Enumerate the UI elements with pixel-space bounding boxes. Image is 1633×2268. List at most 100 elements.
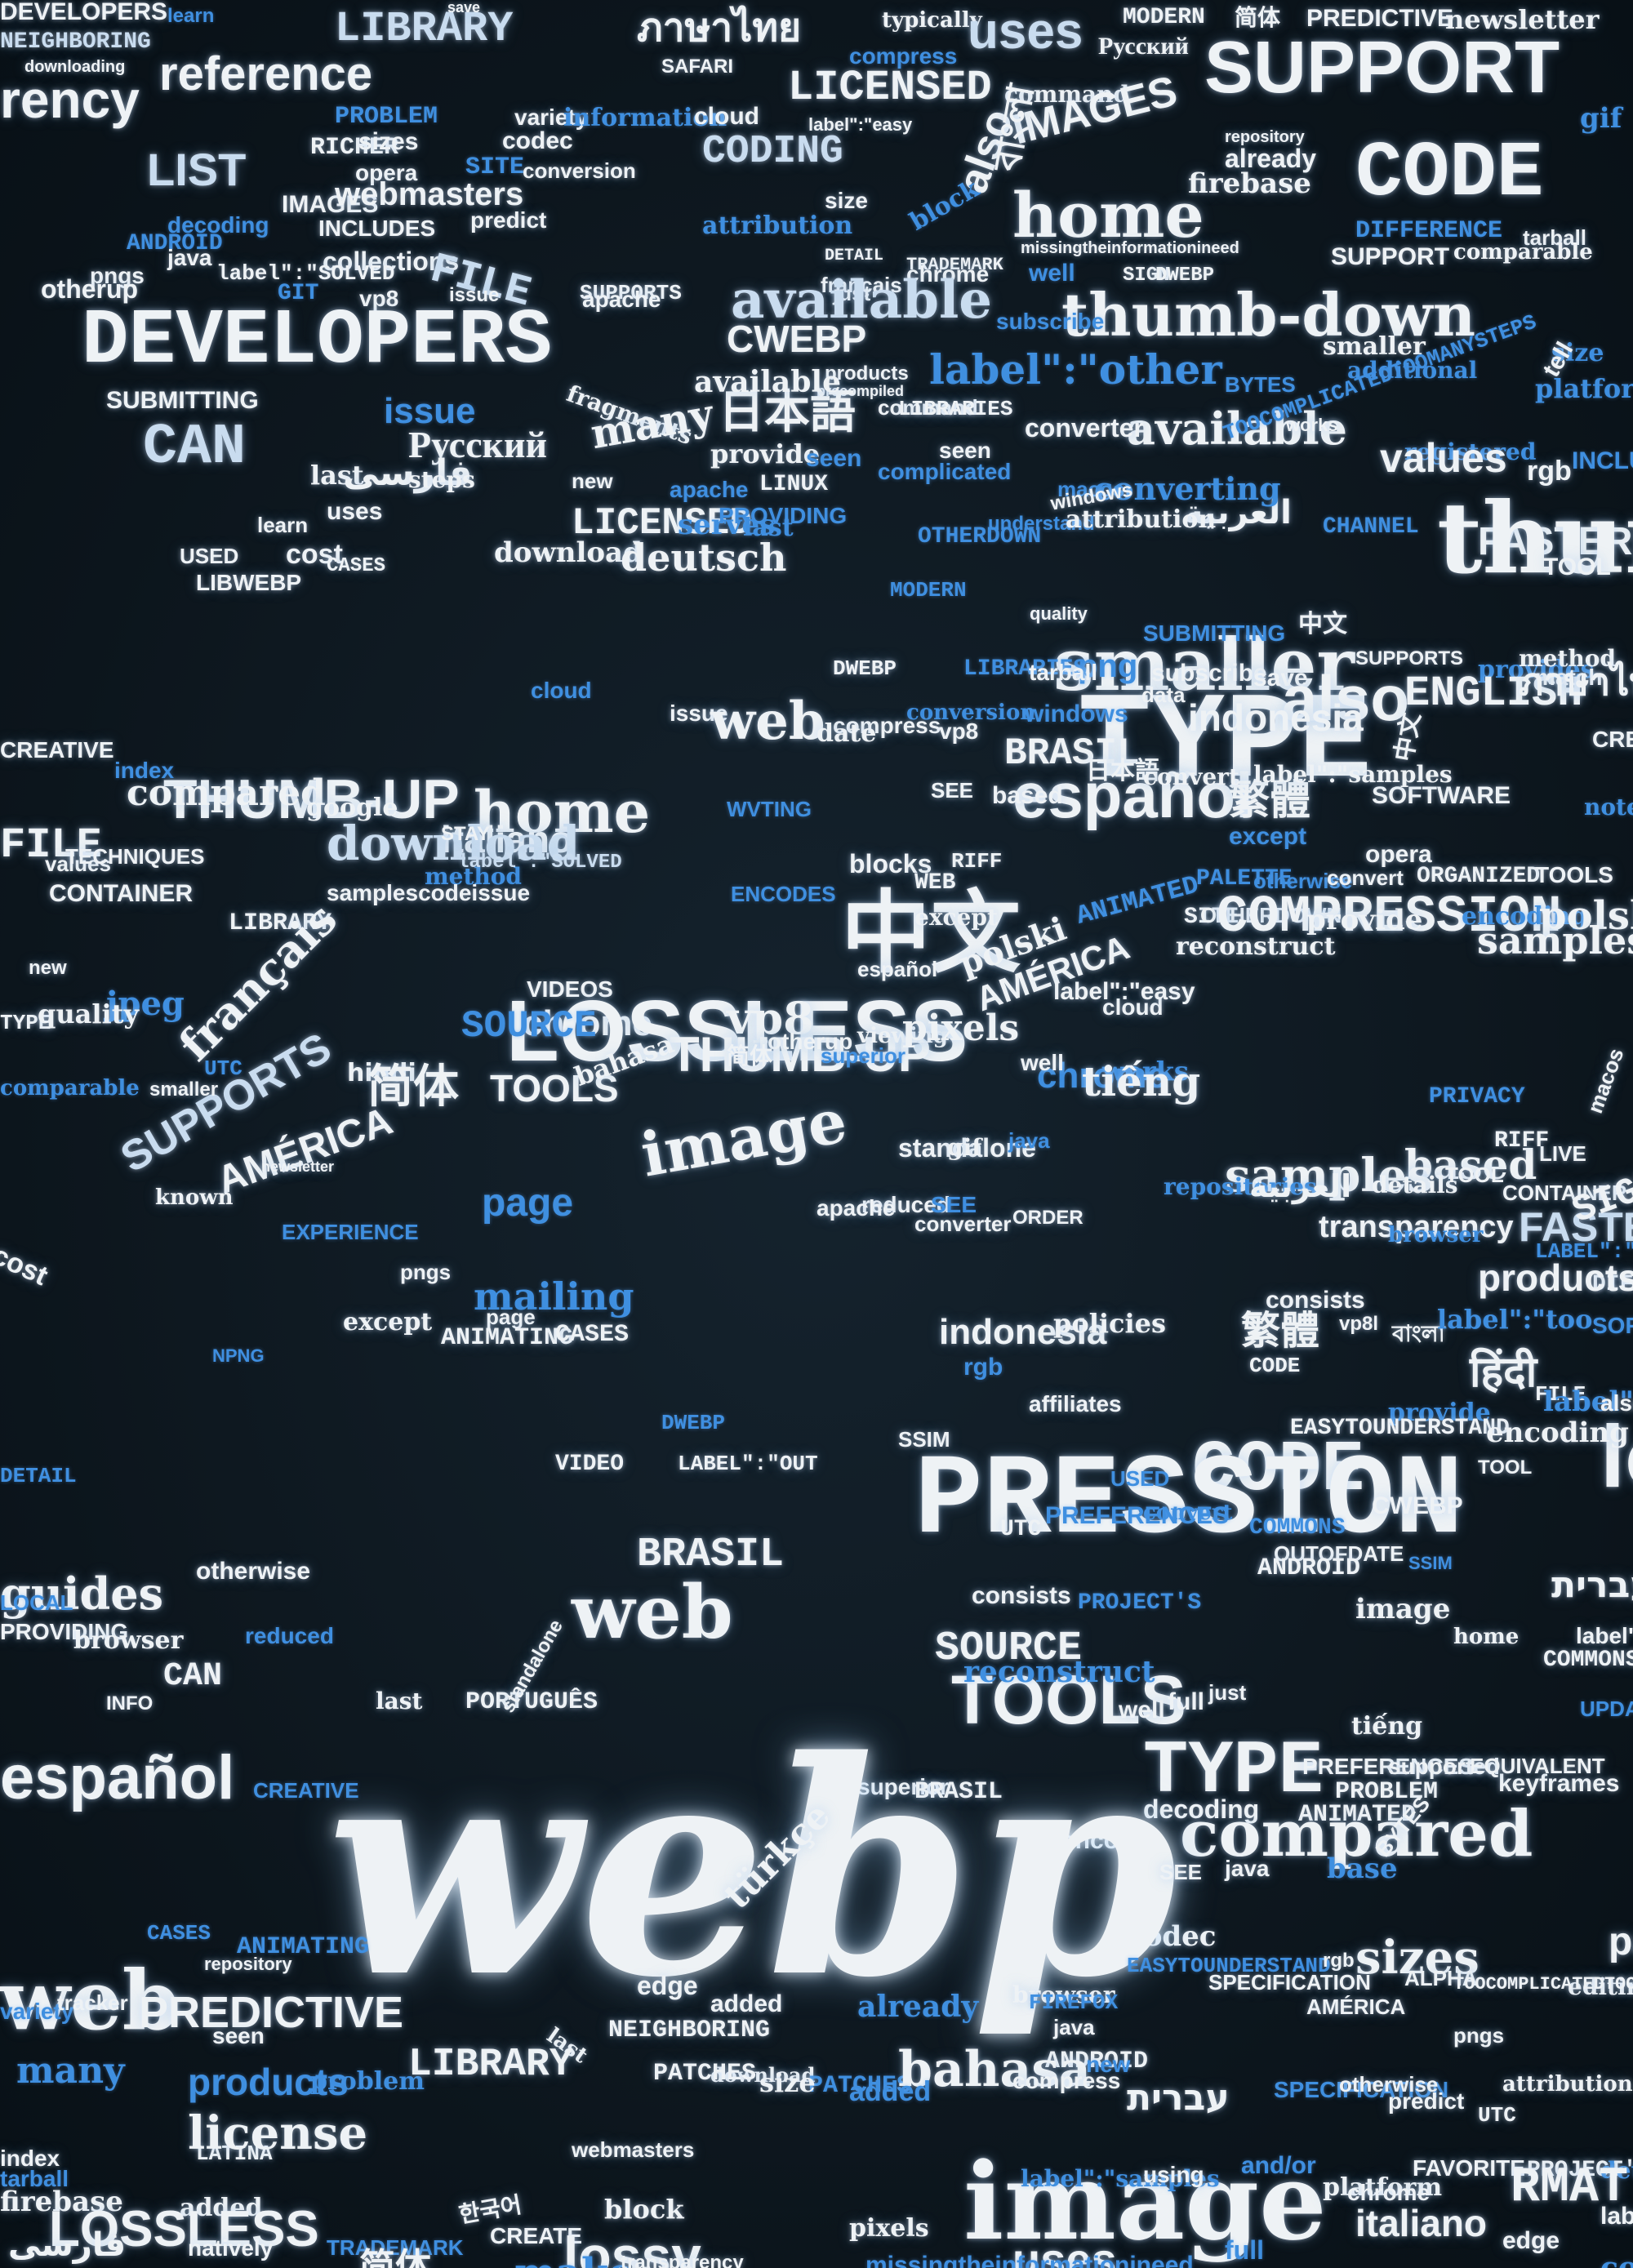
cloud-word: browser xyxy=(73,1626,184,1655)
cloud-word: block xyxy=(604,2194,684,2225)
cloud-word: index xyxy=(114,758,175,783)
cloud-word: DEVELOPERS xyxy=(82,296,553,385)
cloud-word: TOOL xyxy=(1445,1163,1504,1187)
cloud-word: ANIMATED xyxy=(1073,869,1203,932)
cloud-word: tarball xyxy=(1029,660,1098,685)
cloud-word: added xyxy=(849,2076,932,2107)
cloud-word: viewing xyxy=(857,1024,948,1048)
cloud-word: bahasa xyxy=(898,2041,1091,2098)
cloud-word: java xyxy=(167,245,212,270)
cloud-word: SUBMITTING xyxy=(1143,620,1286,646)
cloud-word: EXPERIENCE xyxy=(282,1220,419,1244)
cloud-word: 日本語 xyxy=(1086,757,1159,785)
cloud-word: VIDEOS xyxy=(527,976,613,1002)
cloud-word: learn xyxy=(257,513,309,537)
cloud-word: CREATIVE xyxy=(253,1778,359,1803)
cloud-word: method xyxy=(425,863,522,890)
cloud-word: EQUIVALENT xyxy=(1470,1754,1605,1778)
cloud-word: বাংলা xyxy=(985,81,1043,175)
cloud-word: superior xyxy=(857,1774,950,1799)
cloud-word: PRIVACY xyxy=(1429,1084,1525,1110)
cloud-word: block xyxy=(905,174,985,237)
cloud-word: apache xyxy=(582,287,661,312)
cloud-word: español xyxy=(857,957,938,981)
cloud-word: registered xyxy=(1404,438,1537,465)
cloud-word: attribution xyxy=(702,211,853,240)
cloud-word: cloud xyxy=(1102,994,1164,1020)
cloud-word: serves xyxy=(678,509,776,541)
cloud-word: just xyxy=(1208,1680,1247,1705)
cloud-word: connect xyxy=(1600,2251,1633,2268)
cloud-word: repositories xyxy=(1164,1173,1317,1200)
cloud-word: quality xyxy=(1030,603,1088,624)
cloud-word: well xyxy=(1021,1050,1064,1075)
cloud-word: ORGANIZED xyxy=(1417,864,1541,889)
cloud-word: العربية xyxy=(1184,494,1292,531)
cloud-word: SAFARI xyxy=(661,56,734,78)
cloud-word: RIFF xyxy=(1494,1128,1550,1154)
cloud-word: ANDROID xyxy=(127,231,223,256)
cloud-word: العربية xyxy=(1249,1168,1352,1204)
cloud-word: size xyxy=(1551,339,1604,367)
cloud-word: NEIGHBORING xyxy=(608,2017,771,2044)
cloud-word: samplescodeissue xyxy=(327,880,531,905)
cloud-word: java xyxy=(1008,1128,1050,1153)
cloud-word: repository xyxy=(1225,128,1305,146)
cloud-word: italiano xyxy=(1355,2202,1488,2244)
cloud-word: label":"SOLVED xyxy=(216,261,395,286)
cloud-word: otherup xyxy=(41,274,139,304)
cloud-word: SOURCE xyxy=(461,1005,597,1047)
cloud-word: COMMONS xyxy=(1249,1515,1346,1541)
cloud-word: works xyxy=(1102,1056,1189,1087)
cloud-word: windows xyxy=(1025,700,1128,727)
cloud-word: uses xyxy=(327,498,383,525)
cloud-word: DIFFERENCE xyxy=(1592,1272,1633,1297)
cloud-word: provide xyxy=(1388,1399,1491,1427)
cloud-word: TYPE xyxy=(1143,1728,1324,1814)
cloud-word: ANIMATING xyxy=(237,1933,370,1961)
cloud-word: provide xyxy=(710,438,821,469)
cloud-word: noted xyxy=(1584,794,1633,820)
cloud-word: new xyxy=(29,957,67,979)
cloud-word: based xyxy=(1404,1141,1537,1189)
cloud-word: apache xyxy=(816,1195,896,1221)
cloud-word: STAY xyxy=(441,823,491,845)
cloud-word: ORDER xyxy=(1012,1207,1083,1229)
cloud-word: IMAGES xyxy=(282,191,379,218)
cloud-word: rgb xyxy=(1323,1950,1355,1972)
cloud-word: DETAIL xyxy=(825,247,884,265)
cloud-word: हिंदी xyxy=(1470,1348,1537,1397)
cloud-word: convert xyxy=(1143,763,1239,790)
cloud-word: standalone xyxy=(898,1133,1036,1163)
cloud-word: CREATE xyxy=(1592,727,1633,752)
cloud-word: LIBRARIES xyxy=(963,656,1088,682)
cloud-word: PREDICTIVE xyxy=(1306,5,1454,32)
cloud-word: transparency xyxy=(621,2252,744,2268)
cloud-word: TOOLS xyxy=(1535,862,1613,887)
cloud-word: CASES xyxy=(555,1321,630,1349)
cloud-word: LOCAL xyxy=(0,1590,73,1615)
cloud-word: UTC xyxy=(204,1056,243,1081)
cloud-word: RIFF xyxy=(951,849,1003,874)
cloud-word: label":"samples xyxy=(1253,761,1453,788)
cloud-word: LIBRARY xyxy=(335,5,514,53)
cloud-word: webmasters xyxy=(572,2137,695,2162)
cloud-word: and/or xyxy=(1241,2152,1316,2179)
cloud-word: otherwise xyxy=(1253,869,1353,893)
cloud-word: LICENSED xyxy=(788,64,992,112)
cloud-word: except xyxy=(343,1308,433,1336)
cloud-word: pixels xyxy=(902,1007,1020,1049)
cloud-word: label":"easy xyxy=(1543,1385,1633,1418)
cloud-word: LIVE xyxy=(1539,1141,1586,1166)
cloud-word: otherwise xyxy=(1339,2072,1439,2097)
cloud-word: tiếng xyxy=(1082,1057,1201,1105)
cloud-word: full xyxy=(1168,1688,1204,1715)
cloud-word: works xyxy=(1286,415,1338,435)
cloud-word: already xyxy=(1225,144,1317,173)
cloud-word: label":"samples xyxy=(1021,2165,1220,2192)
cloud-word: sizes xyxy=(1355,1931,1479,1985)
cloud-word: new xyxy=(572,469,613,493)
cloud-word: jpeg xyxy=(106,985,185,1023)
cloud-word: polski xyxy=(1539,893,1633,939)
